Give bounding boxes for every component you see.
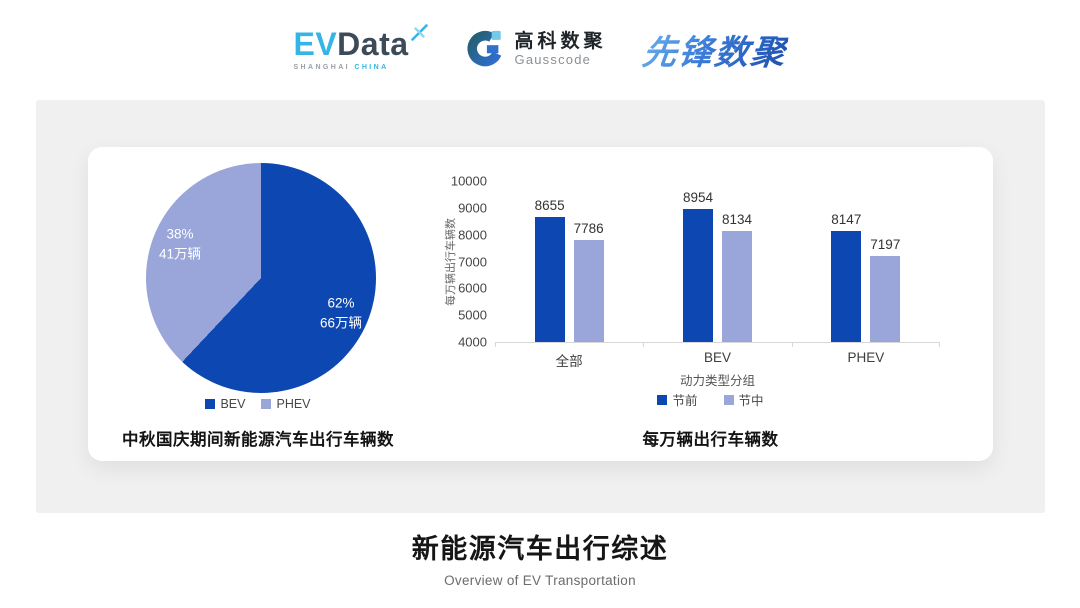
category-label: BEV <box>703 350 731 365</box>
pie-legend: BEV PHEV <box>88 397 428 411</box>
bar: 8134 <box>722 212 752 342</box>
mid-holiday-swatch <box>723 394 734 405</box>
phev-value: 41万辆 <box>158 246 202 261</box>
y-tick-label: 6000 <box>458 280 487 296</box>
bar-legend: 节前 节中 <box>428 390 993 409</box>
bar-group: 8954 8134 <box>643 181 791 342</box>
bar-value-label: 8954 <box>682 190 714 206</box>
bar-value-label: 8147 <box>831 211 862 227</box>
y-tick-label: 10000 <box>450 173 487 189</box>
evdata-data-text: Data <box>337 25 409 62</box>
page-subtitle: Overview of EV Transportation <box>444 573 636 588</box>
axis-tick <box>643 342 645 347</box>
gausscode-logo: 高科数聚 Gausscode <box>464 28 607 70</box>
footer: 新能源汽车出行综述 Overview of EV Transportation <box>0 527 1080 588</box>
pie-label-bev: 62% 66万辆 <box>320 293 362 332</box>
y-tick-label: 9000 <box>458 200 487 216</box>
bar-value-label: 7786 <box>573 221 604 237</box>
pioneer-wordmark: 先锋数聚 <box>640 25 790 74</box>
axis-tick <box>791 342 793 347</box>
axis-tick <box>495 342 496 347</box>
charts-card: 38% 41万辆 62% 66万辆 BEV PHEV 中秋国庆期间新能源汽车 <box>88 147 993 461</box>
gausscode-cn-text: 高科数聚 <box>514 30 607 52</box>
y-tick-label: 8000 <box>458 227 487 243</box>
gray-panel: 38% 41万辆 62% 66万辆 BEV PHEV 中秋国庆期间新能源汽车 <box>36 100 1045 513</box>
category-label: PHEV <box>847 350 885 365</box>
gausscode-text: 高科数聚 Gausscode <box>515 31 607 68</box>
bev-percent: 62% <box>327 295 355 311</box>
gausscode-g-icon <box>466 30 501 67</box>
bev-legend-label: BEV <box>220 397 246 411</box>
pre-holiday-legend-label: 节前 <box>672 394 698 408</box>
bar-yticks: 4000 5000 6000 7000 8000 9000 10000 <box>443 174 487 350</box>
x-axis-title: 动力类型分组 <box>679 374 755 388</box>
evdata-china-text: CHINA <box>354 63 389 71</box>
y-tick-label: 7000 <box>458 254 487 269</box>
bar-group: 8655 7786 <box>495 181 643 342</box>
bar: 8954 <box>683 190 713 342</box>
evdata-logo: EV Data SHANGHAI CHINA <box>293 23 428 71</box>
bar-chart-title: 每万辆出行车辆数 <box>642 431 779 449</box>
bar-plot: 每万辆出行车辆数 4000 5000 6000 7000 8000 9000 10000 8… <box>445 174 940 350</box>
y-tick-label: 4000 <box>458 334 487 350</box>
bar: 7786 <box>574 221 604 342</box>
bar-value-label: 8655 <box>534 198 565 214</box>
category-label: 全部 <box>555 354 583 369</box>
evdata-wordmark: EV Data <box>293 23 428 62</box>
bar-value-label: 8134 <box>721 212 753 228</box>
phev-swatch <box>261 399 272 409</box>
bar-group: 8147 7197 <box>792 181 940 342</box>
header-logos: EV Data SHANGHAI CHINA 高科数聚 Gausscode <box>0 16 1080 82</box>
evdata-shanghai-text: SHANGHAI <box>293 63 351 71</box>
legend-item-bev: BEV <box>205 397 245 411</box>
legend-item-pre-holiday: 节前 <box>657 390 698 409</box>
category-axis: 全部 BEV PHEV <box>495 350 940 370</box>
legend-item-mid-holiday: 节中 <box>723 390 764 409</box>
pie-chart-title: 中秋国庆期间新能源汽车出行车辆数 <box>122 431 394 449</box>
phev-legend-label: PHEV <box>276 397 311 411</box>
bar: 8147 <box>831 212 861 342</box>
pie-chart-section: 38% 41万辆 62% 66万辆 BEV PHEV 中秋国庆期间新能源汽车 <box>88 147 428 461</box>
page-title: 新能源汽车出行综述 <box>411 534 669 564</box>
bar-value-label: 7197 <box>870 237 901 253</box>
phev-percent: 38% <box>166 226 194 242</box>
bar: 8655 <box>535 198 565 342</box>
axis-tick <box>939 342 940 347</box>
bev-swatch <box>205 399 216 409</box>
bev-value: 66万辆 <box>319 315 363 330</box>
legend-item-phev: PHEV <box>261 397 311 411</box>
pre-holiday-swatch <box>657 394 668 405</box>
gausscode-en-text: Gausscode <box>514 52 592 68</box>
evdata-subtitle: SHANGHAI CHINA <box>293 64 388 71</box>
pie-chart: 38% 41万辆 62% 66万辆 <box>146 163 376 393</box>
bar-chart-section: 每万辆出行车辆数 4000 5000 6000 7000 8000 9000 10000 8… <box>428 147 993 461</box>
y-tick-label: 5000 <box>458 307 487 323</box>
evdata-ev-text: EV <box>293 25 338 62</box>
evdata-x-mark-icon <box>410 23 428 41</box>
bar: 7197 <box>870 237 900 342</box>
mid-holiday-legend-label: 节中 <box>738 394 764 408</box>
pie-label-phev: 38% 41万辆 <box>159 224 201 263</box>
